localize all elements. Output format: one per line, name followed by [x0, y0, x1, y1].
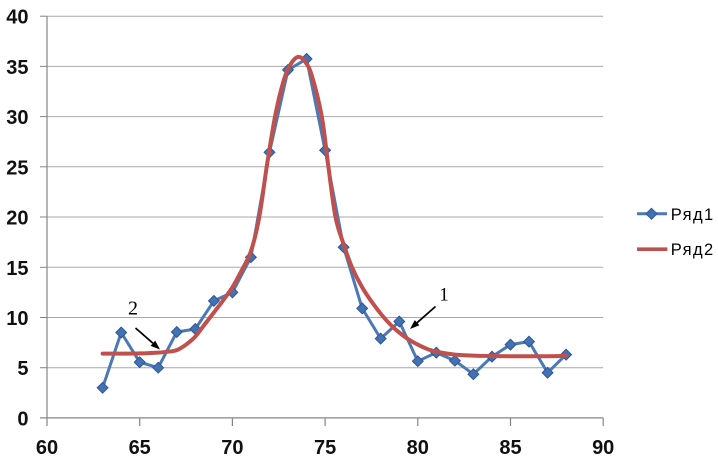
- svg-text:25: 25: [6, 157, 28, 179]
- svg-text:0: 0: [17, 408, 28, 430]
- svg-text:75: 75: [314, 437, 336, 459]
- svg-text:40: 40: [6, 7, 28, 29]
- svg-text:Ряд1: Ряд1: [671, 206, 715, 224]
- svg-text:10: 10: [6, 308, 28, 330]
- svg-text:70: 70: [221, 437, 243, 459]
- svg-text:1: 1: [439, 285, 449, 306]
- svg-text:20: 20: [6, 208, 28, 230]
- svg-text:65: 65: [129, 437, 151, 459]
- svg-text:85: 85: [499, 437, 521, 459]
- svg-text:30: 30: [6, 107, 28, 129]
- svg-text:35: 35: [6, 57, 28, 79]
- svg-text:2: 2: [128, 298, 138, 320]
- svg-text:80: 80: [407, 437, 429, 459]
- svg-text:5: 5: [17, 358, 28, 380]
- svg-text:Ряд2: Ряд2: [671, 241, 715, 259]
- svg-text:60: 60: [36, 437, 58, 459]
- svg-text:15: 15: [6, 258, 28, 280]
- svg-text:90: 90: [592, 437, 614, 459]
